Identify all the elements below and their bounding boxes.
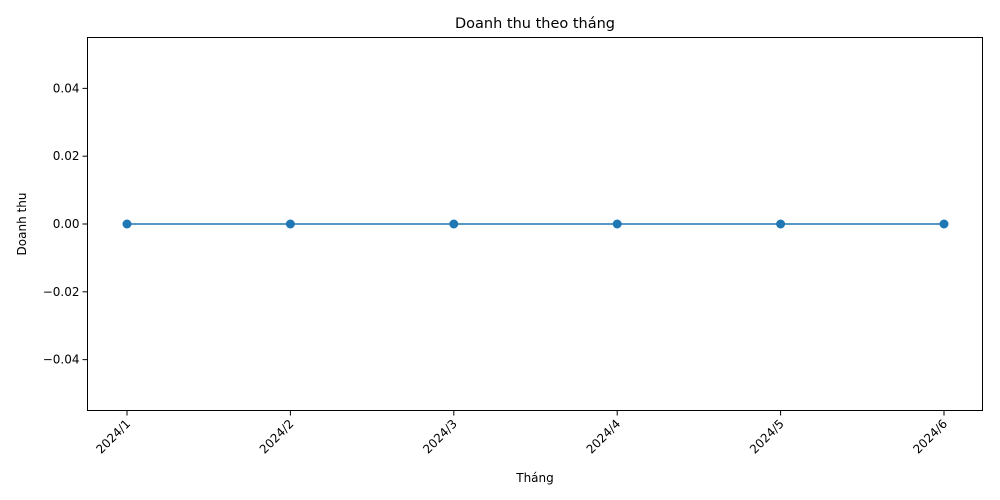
- data-point: [939, 219, 949, 229]
- data-point: [776, 219, 786, 229]
- y-tick-label: −0.04: [43, 353, 80, 367]
- y-axis-ticks: −0.04 −0.02 0.00 0.02 0.04: [43, 81, 88, 367]
- x-axis-label: Tháng: [515, 471, 554, 485]
- y-axis-label: Doanh thu: [15, 193, 29, 256]
- series-layer: [122, 219, 949, 229]
- data-point: [449, 219, 459, 229]
- data-point: [122, 219, 132, 229]
- data-point: [285, 219, 295, 229]
- y-tick-label: 0.02: [53, 149, 80, 163]
- data-point: [612, 219, 622, 229]
- plot-frame: [87, 37, 983, 411]
- y-tick-label: −0.02: [43, 285, 80, 299]
- chart-title: Doanh thu theo tháng: [455, 16, 615, 32]
- y-tick-label: 0.00: [53, 217, 80, 231]
- y-tick-label: 0.04: [53, 81, 80, 95]
